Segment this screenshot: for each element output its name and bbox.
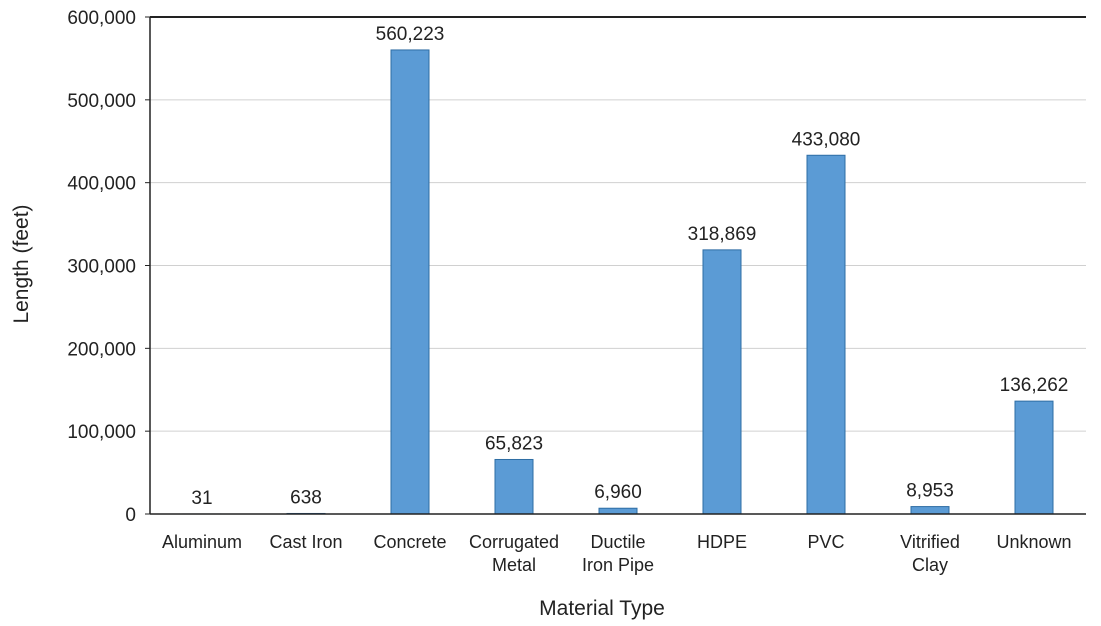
data-label: 433,080	[792, 129, 861, 150]
x-tick-label: Vitrified Clay	[900, 532, 960, 575]
y-axis-title: Length (feet)	[10, 204, 33, 323]
y-tick-label: 0	[125, 505, 136, 526]
bar	[598, 507, 638, 515]
data-label: 8,953	[906, 481, 954, 502]
y-tick-labels: 0 100,000 200,000 300,000 400,000 500,000 600,…	[67, 8, 136, 526]
gridlines	[150, 99, 1086, 432]
data-label: 31	[191, 488, 212, 509]
bar	[390, 49, 430, 515]
x-tick-label: Unknown	[996, 532, 1071, 552]
data-label: 6,960	[594, 482, 642, 503]
bar	[910, 506, 950, 515]
data-label: 318,869	[688, 224, 757, 245]
bar	[806, 154, 846, 515]
x-tick-label: Aluminum	[162, 532, 242, 552]
data-label: 560,223	[376, 24, 445, 45]
x-tick-label: Cast Iron	[269, 532, 342, 552]
bars	[182, 49, 1054, 515]
y-tick-label: 200,000	[67, 339, 136, 360]
x-tick-label: PVC	[807, 532, 844, 552]
x-tick-label: Ductile Iron Pipe	[582, 532, 654, 575]
bar	[494, 458, 534, 515]
data-labels: 31 638 560,223 65,823 6,960 318,869 433,080 8,9…	[191, 24, 1068, 509]
x-tick-label: HDPE	[697, 532, 747, 552]
y-tick-label: 500,000	[67, 91, 136, 112]
x-tick-label: Corrugated Metal	[469, 532, 559, 575]
y-tick-label: 300,000	[67, 257, 136, 278]
x-axis-title: Material Type	[539, 597, 665, 620]
y-tick-label: 600,000	[67, 8, 136, 29]
data-label: 65,823	[485, 433, 543, 454]
bar	[1014, 400, 1054, 515]
axes	[145, 16, 1086, 515]
y-tick-label: 400,000	[67, 174, 136, 195]
x-tick-label: Concrete	[373, 532, 446, 552]
data-label: 136,262	[1000, 375, 1069, 396]
x-tick-labels: Aluminum Cast Iron Concrete Corrugated Metal…	[162, 532, 1072, 575]
y-tick-label: 100,000	[67, 422, 136, 443]
bar	[702, 249, 742, 515]
data-label: 638	[290, 487, 322, 508]
